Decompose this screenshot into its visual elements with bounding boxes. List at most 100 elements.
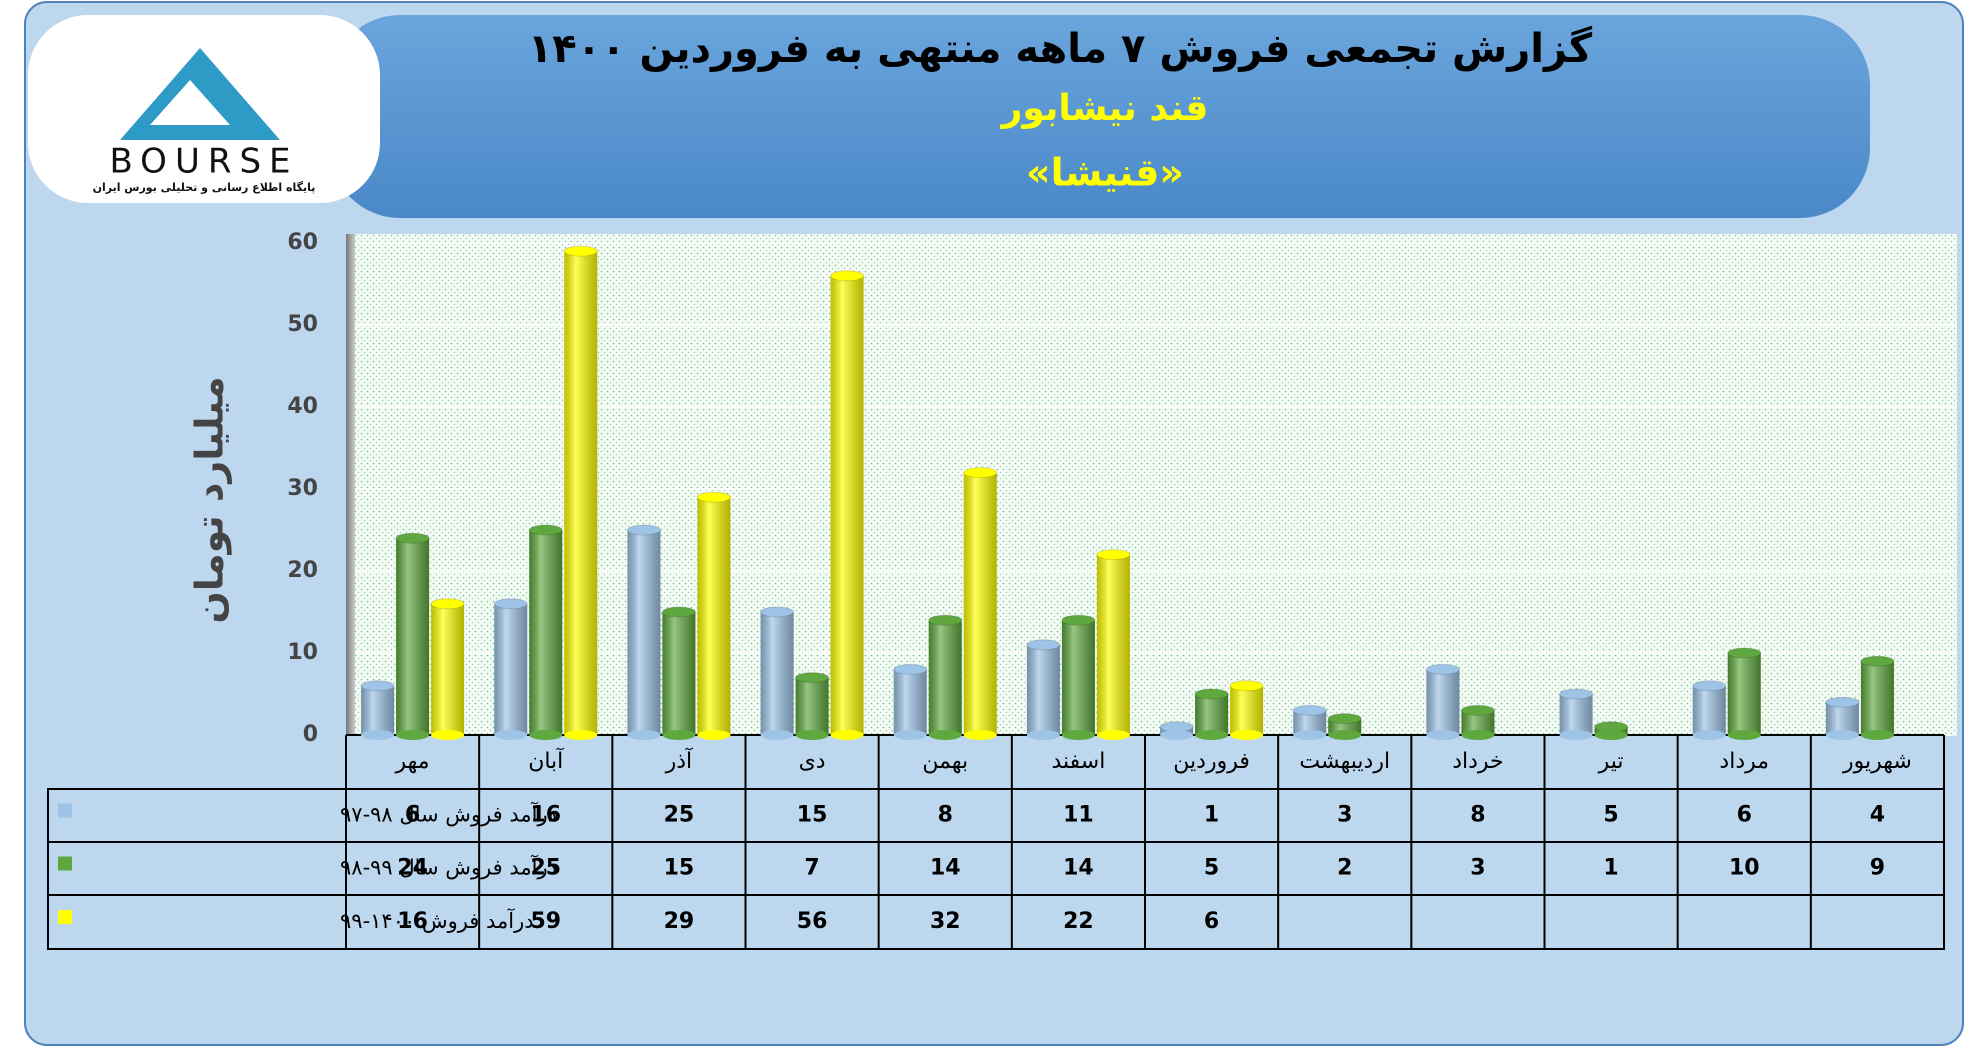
chart-subtitle: قند نیشابور (1000, 88, 1209, 129)
bar-shade (1559, 694, 1593, 735)
bar-base (1061, 730, 1095, 740)
y-tick-label: 50 (287, 312, 318, 337)
bar-top (1096, 549, 1131, 561)
bar-base (494, 730, 528, 740)
bar-base (893, 730, 927, 740)
bar-base (1096, 730, 1130, 740)
bar-base (1293, 730, 1327, 740)
table-cell: 16 (530, 803, 561, 828)
bar-base (564, 730, 598, 740)
bar-top (430, 598, 465, 610)
table-cell: 3 (1470, 856, 1485, 881)
bar-top (1061, 614, 1096, 626)
chart-symbol: «قنیشا» (1026, 151, 1184, 195)
bar-base (963, 730, 997, 740)
bar-shade (928, 620, 962, 735)
plot-area (355, 234, 1957, 735)
table-cell: 5 (1204, 856, 1219, 881)
table-cell: 32 (930, 909, 961, 934)
legend-label: درآمد فروش ۱۴۰۰-۹۹ (340, 908, 534, 933)
bar-base (1195, 730, 1229, 740)
bar-top (1229, 680, 1264, 692)
bar-base (1230, 730, 1264, 740)
table-cell: 6 (1737, 803, 1752, 828)
table-cell: 29 (664, 909, 695, 934)
bar-base (627, 730, 661, 740)
bar-base (1825, 730, 1859, 740)
legend-label: درآمد فروش سال ۹۹-۹۸ (340, 855, 557, 880)
bar-top (760, 606, 795, 618)
bar-top (795, 672, 830, 684)
table-cell: 56 (797, 909, 828, 934)
bar-shade (1096, 554, 1130, 735)
bar-shade (1692, 685, 1726, 735)
table-cell: 25 (664, 803, 695, 828)
bar-base (928, 730, 962, 740)
bar-base (431, 730, 465, 740)
logo: BOURSE پایگاه اطلاع رسانی و تحلیلی بورس … (28, 15, 380, 203)
bar-top (1194, 688, 1229, 700)
y-tick-label: 20 (287, 558, 318, 583)
bar-top (1692, 680, 1727, 692)
legend-swatch (58, 803, 72, 818)
bar-shade (529, 530, 563, 735)
bar-top (1825, 696, 1860, 708)
bar-top (1327, 713, 1362, 725)
bar-base (830, 730, 864, 740)
x-tick-label: آذر (665, 747, 693, 774)
x-tick-label: بهمن (922, 749, 968, 774)
bar-shade (760, 612, 794, 735)
bar-top (1860, 655, 1895, 667)
bar-top (360, 680, 395, 692)
bar-shade (1026, 644, 1060, 735)
bar-shade (1426, 669, 1460, 735)
table-cell: 3 (1337, 803, 1352, 828)
bar-base (1328, 730, 1362, 740)
bar-shade (1860, 661, 1894, 735)
bar-base (1426, 730, 1460, 740)
table-cell: 1 (1603, 856, 1618, 881)
bar-shade (1825, 702, 1859, 735)
bar-shade (697, 497, 731, 735)
bar-base (760, 730, 794, 740)
bar-shade (830, 275, 864, 735)
x-tick-label: مهر (395, 749, 430, 774)
bar-base (396, 730, 430, 740)
y-tick-label: 10 (287, 640, 318, 665)
table-cell: 22 (1063, 909, 1094, 934)
bar-shade (1230, 685, 1264, 735)
x-tick-label: تیر (1598, 749, 1624, 774)
bar-base (1160, 730, 1194, 740)
bar-shade (1061, 620, 1095, 735)
table-cell: 59 (530, 909, 561, 934)
bar-shade (963, 472, 997, 735)
bar-base (1026, 730, 1060, 740)
x-tick-label: فروردین (1173, 749, 1250, 774)
bar-shade (494, 603, 528, 735)
bar-shade (396, 538, 430, 735)
legend-label: درآمد فروش سال ۹۸-۹۷ (340, 802, 557, 827)
logo-text: BOURSE (109, 142, 298, 182)
y-axis-title: میلیارد تومان (188, 376, 232, 623)
bar-top (528, 524, 563, 536)
chart-title: گزارش تجمعی فروش ۷ ماهه منتهی به فروردین… (528, 25, 1593, 72)
bar-top (1425, 663, 1460, 675)
table-cell: 8 (1470, 803, 1485, 828)
bar-top (661, 606, 696, 618)
table-cell: 4 (1870, 803, 1885, 828)
x-tick-label: اردیبهشت (1299, 749, 1390, 774)
table-cell: 1 (1204, 803, 1219, 828)
bar-base (662, 730, 696, 740)
bar-top (395, 532, 430, 544)
y-tick-label: 40 (287, 394, 318, 419)
bar-top (1460, 704, 1495, 716)
x-tick-label: آبان (528, 747, 564, 774)
bar-shade (1727, 653, 1761, 735)
table-cell: 14 (930, 856, 961, 881)
bar-shade (795, 677, 829, 735)
table-cell: 16 (397, 909, 428, 934)
bar-base (1461, 730, 1495, 740)
bar-base (1860, 730, 1894, 740)
plot-wall (346, 234, 355, 735)
